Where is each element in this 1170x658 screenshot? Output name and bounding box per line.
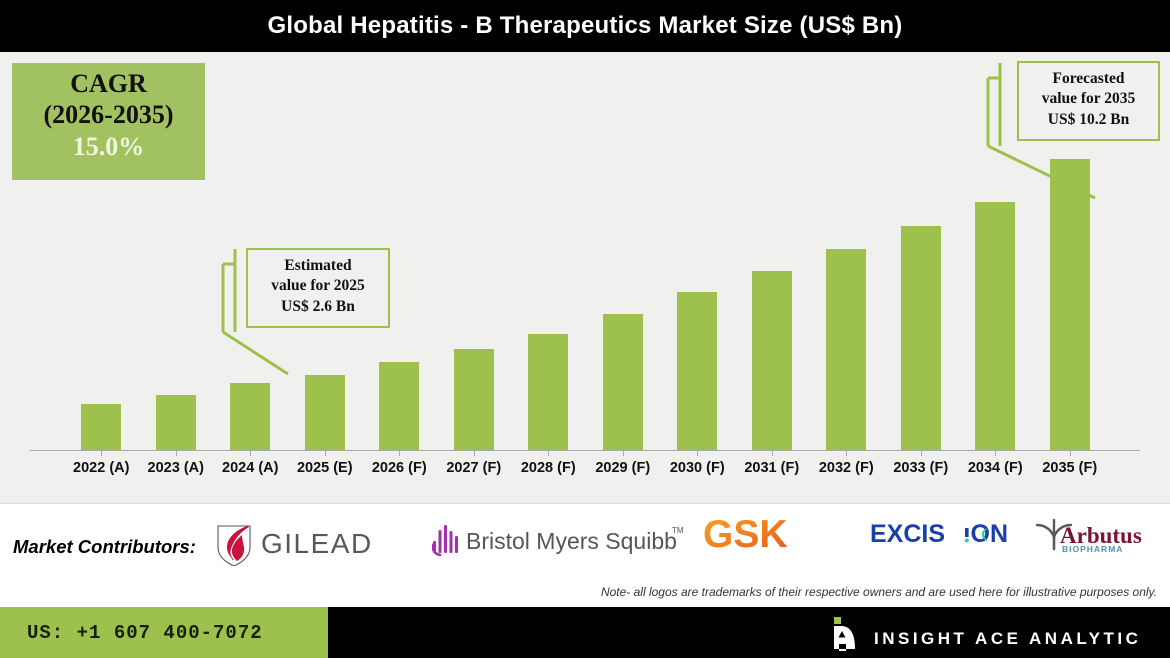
svg-text:EXCIS: EXCIS: [870, 520, 945, 548]
svg-text:BIOPHARMA: BIOPHARMA: [1062, 544, 1123, 554]
svg-text:TM: TM: [672, 526, 684, 535]
svg-text:GSK: GSK: [703, 513, 788, 556]
svg-text:ON: ON: [971, 520, 1009, 548]
svg-text:GILEAD: GILEAD: [261, 528, 373, 559]
svg-text:Bristol Myers Squibb: Bristol Myers Squibb: [466, 528, 677, 554]
